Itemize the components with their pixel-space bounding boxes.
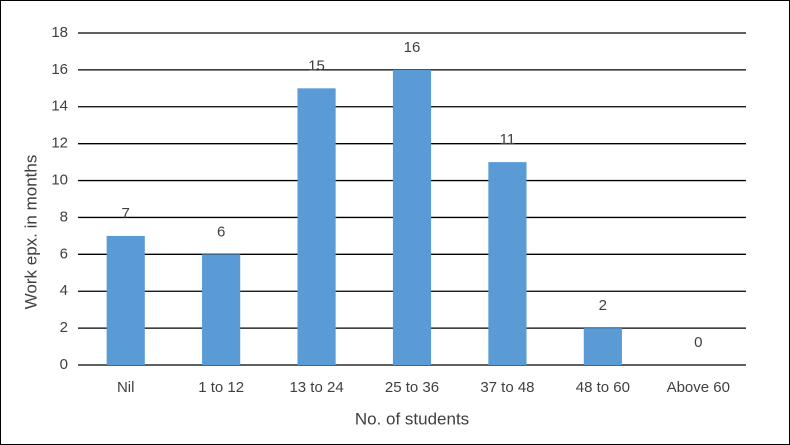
y-tick-label: 2 bbox=[60, 319, 68, 336]
y-tick-label: 8 bbox=[60, 208, 68, 225]
x-tick-label: 13 to 24 bbox=[289, 379, 343, 396]
y-axis-title: Work epx. in months bbox=[21, 155, 40, 310]
y-tick-label: 6 bbox=[60, 245, 68, 262]
y-tick-label: 16 bbox=[51, 61, 68, 78]
x-tick-label: Above 60 bbox=[667, 379, 730, 396]
x-tick-label: 37 to 48 bbox=[480, 379, 534, 396]
bar bbox=[297, 88, 336, 365]
x-tick-label: 25 to 36 bbox=[385, 379, 439, 396]
x-tick-label: 48 to 60 bbox=[576, 379, 630, 396]
x-tick-label: 1 to 12 bbox=[198, 379, 244, 396]
y-tick-label: 0 bbox=[60, 356, 68, 373]
data-label: 15 bbox=[308, 57, 325, 74]
bar bbox=[392, 69, 432, 365]
y-tick-label: 18 bbox=[51, 24, 68, 41]
data-label: 2 bbox=[599, 297, 607, 314]
data-label: 16 bbox=[404, 39, 421, 56]
data-label: 11 bbox=[500, 131, 516, 148]
bar bbox=[106, 235, 145, 365]
bar bbox=[583, 328, 622, 365]
y-tick-label: 10 bbox=[51, 172, 68, 189]
data-label: 7 bbox=[122, 205, 130, 222]
x-axis-title: No. of students bbox=[355, 409, 469, 428]
bar bbox=[202, 254, 241, 365]
x-tick-label: Nil bbox=[117, 379, 135, 396]
y-tick-label: 14 bbox=[51, 98, 68, 115]
y-tick-label: 4 bbox=[60, 282, 68, 299]
bar bbox=[488, 162, 527, 365]
data-label: 6 bbox=[217, 223, 225, 240]
y-tick-label: 12 bbox=[51, 135, 68, 152]
data-label: 0 bbox=[694, 334, 702, 351]
